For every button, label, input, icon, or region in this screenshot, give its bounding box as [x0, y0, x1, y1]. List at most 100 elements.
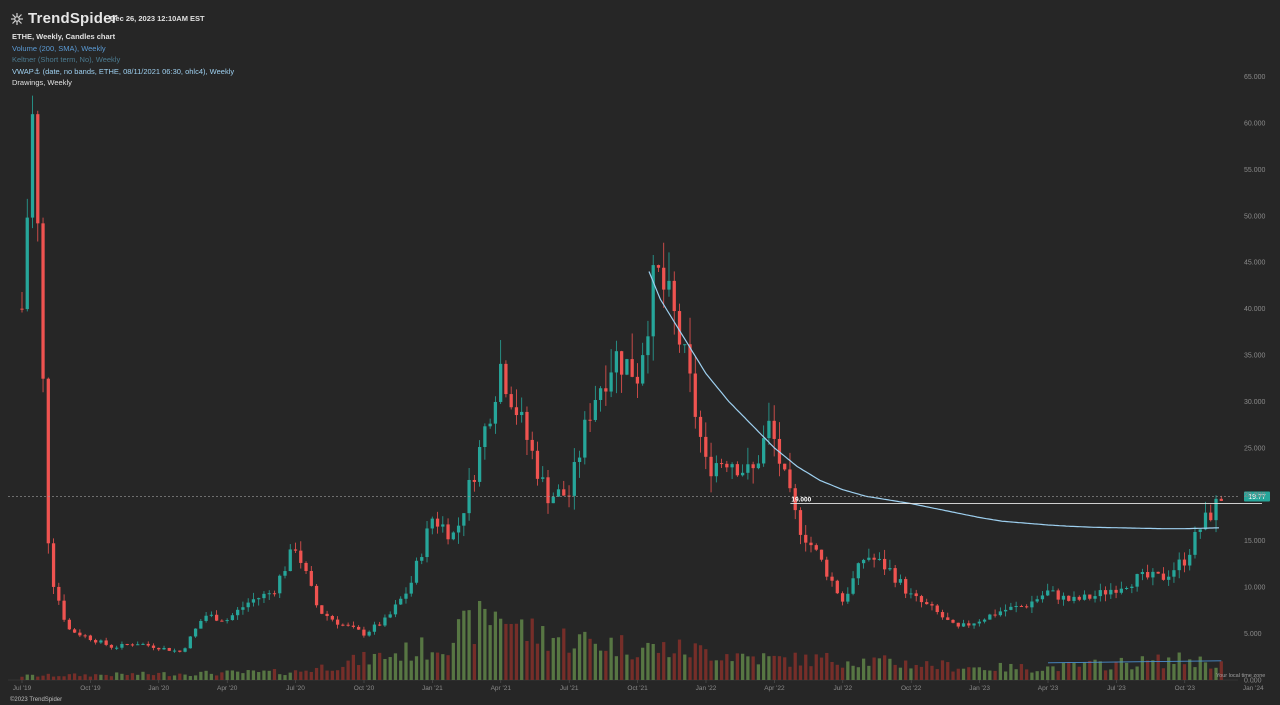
volume-bar [409, 660, 413, 680]
volume-bar [141, 671, 145, 680]
volume-bar [756, 664, 761, 680]
volume-bar [1088, 660, 1092, 680]
legend-vwap[interactable]: VWAP⚓ (date, no bands, ETHE, 08/11/2021 … [12, 66, 235, 76]
candle-body [1046, 590, 1050, 596]
volume-bar [830, 661, 834, 680]
candle-body [62, 600, 66, 620]
last-price-label: 19.77 [1248, 494, 1266, 501]
volume-bar [572, 648, 576, 680]
volume-bar [925, 661, 929, 680]
volume-bar [525, 640, 529, 680]
candle-body [278, 575, 282, 594]
volume-bar [956, 668, 960, 680]
volume-bar [325, 670, 329, 680]
x-tick-label: Jan '24 [1243, 685, 1264, 692]
candle-body [257, 598, 261, 600]
candle-body [541, 477, 545, 479]
volume-bar [172, 675, 177, 680]
volume-bar [357, 665, 361, 680]
volume-bar [1003, 671, 1008, 680]
candle-body [1214, 498, 1218, 521]
candle-body [704, 436, 708, 457]
volume-bar [1151, 660, 1155, 680]
brand-name: TrendSpider [28, 10, 118, 27]
volume-bar [967, 667, 971, 680]
y-tick-label: 45.000 [1244, 260, 1266, 267]
volume-bar [1103, 670, 1108, 680]
volume-bar [677, 639, 682, 680]
volume-bar [520, 619, 524, 680]
volume-bar [209, 673, 213, 680]
candle-body [46, 378, 50, 544]
candle-body [1182, 559, 1187, 566]
candle-body [719, 463, 724, 465]
candle-body [1056, 590, 1060, 600]
candle-body [677, 311, 682, 345]
candle-body [388, 614, 392, 618]
volume-bar [898, 667, 903, 680]
volume-bar [425, 659, 429, 680]
volume-bar [399, 660, 403, 680]
candle-body [414, 560, 419, 583]
candles [20, 95, 1223, 653]
candle-body [136, 644, 140, 646]
volume-bar [514, 623, 519, 680]
volume-bar [378, 652, 382, 680]
volume-bar [341, 666, 345, 680]
candle-body [141, 643, 145, 645]
header-bar: TrendSpider Dec 26, 2023 12:10AM EST [0, 0, 1280, 30]
volume-bar [740, 653, 745, 680]
last-price-badge [1244, 491, 1270, 502]
volume-bar [888, 658, 892, 680]
volume-bar [940, 660, 945, 680]
candle-body [588, 419, 592, 421]
volume-bar [814, 654, 818, 680]
volume-bar [435, 652, 440, 680]
legend-drawings[interactable]: Drawings, Weekly [12, 78, 72, 87]
candle-body [714, 463, 718, 477]
candle-body [130, 644, 135, 646]
candle-body [625, 359, 629, 375]
candle-body [504, 363, 508, 395]
volume-bar [714, 660, 718, 680]
candle-body [477, 447, 482, 482]
candle-body [214, 614, 219, 621]
candle-body [998, 611, 1002, 616]
volume-bar [556, 637, 561, 680]
y-tick-label: 30.000 [1244, 399, 1266, 406]
volume-bar [1061, 662, 1066, 680]
candle-body [425, 528, 429, 558]
volume-bar [262, 670, 266, 680]
candle-body [909, 593, 913, 595]
volume-bar [646, 642, 650, 680]
volume-bar [1130, 669, 1134, 680]
candle-body [930, 604, 934, 606]
candle-body [451, 532, 455, 540]
brand-logo[interactable]: TrendSpider [10, 10, 118, 27]
candle-body [919, 596, 924, 603]
candle-body [372, 624, 377, 632]
candle-body [709, 456, 713, 477]
volume-bar [225, 670, 229, 680]
candle-body [51, 543, 56, 587]
volume-bar [157, 672, 161, 680]
volume-bar [530, 618, 534, 680]
volume-bar [604, 650, 608, 680]
volume-bar [777, 656, 782, 680]
candle-body [604, 388, 608, 392]
y-tick-label: 40.000 [1244, 306, 1266, 313]
legend-keltner[interactable]: Keltner (Short term, No), Weekly [12, 55, 121, 64]
candle-body [25, 217, 29, 310]
candle-body [1098, 590, 1102, 597]
candle-body [514, 407, 519, 416]
candle-body [1188, 554, 1192, 566]
legend-volume[interactable]: Volume (200, SMA), Weekly [12, 43, 106, 53]
candle-body [162, 647, 166, 650]
candle-body [1124, 588, 1129, 590]
volume-bar [472, 644, 476, 680]
volume-bar [1214, 667, 1218, 680]
candle-body [993, 614, 997, 616]
legend-symbol[interactable]: ETHE, Weekly, Candles chart [12, 32, 116, 41]
x-tick-label: Oct '19 [80, 685, 101, 692]
